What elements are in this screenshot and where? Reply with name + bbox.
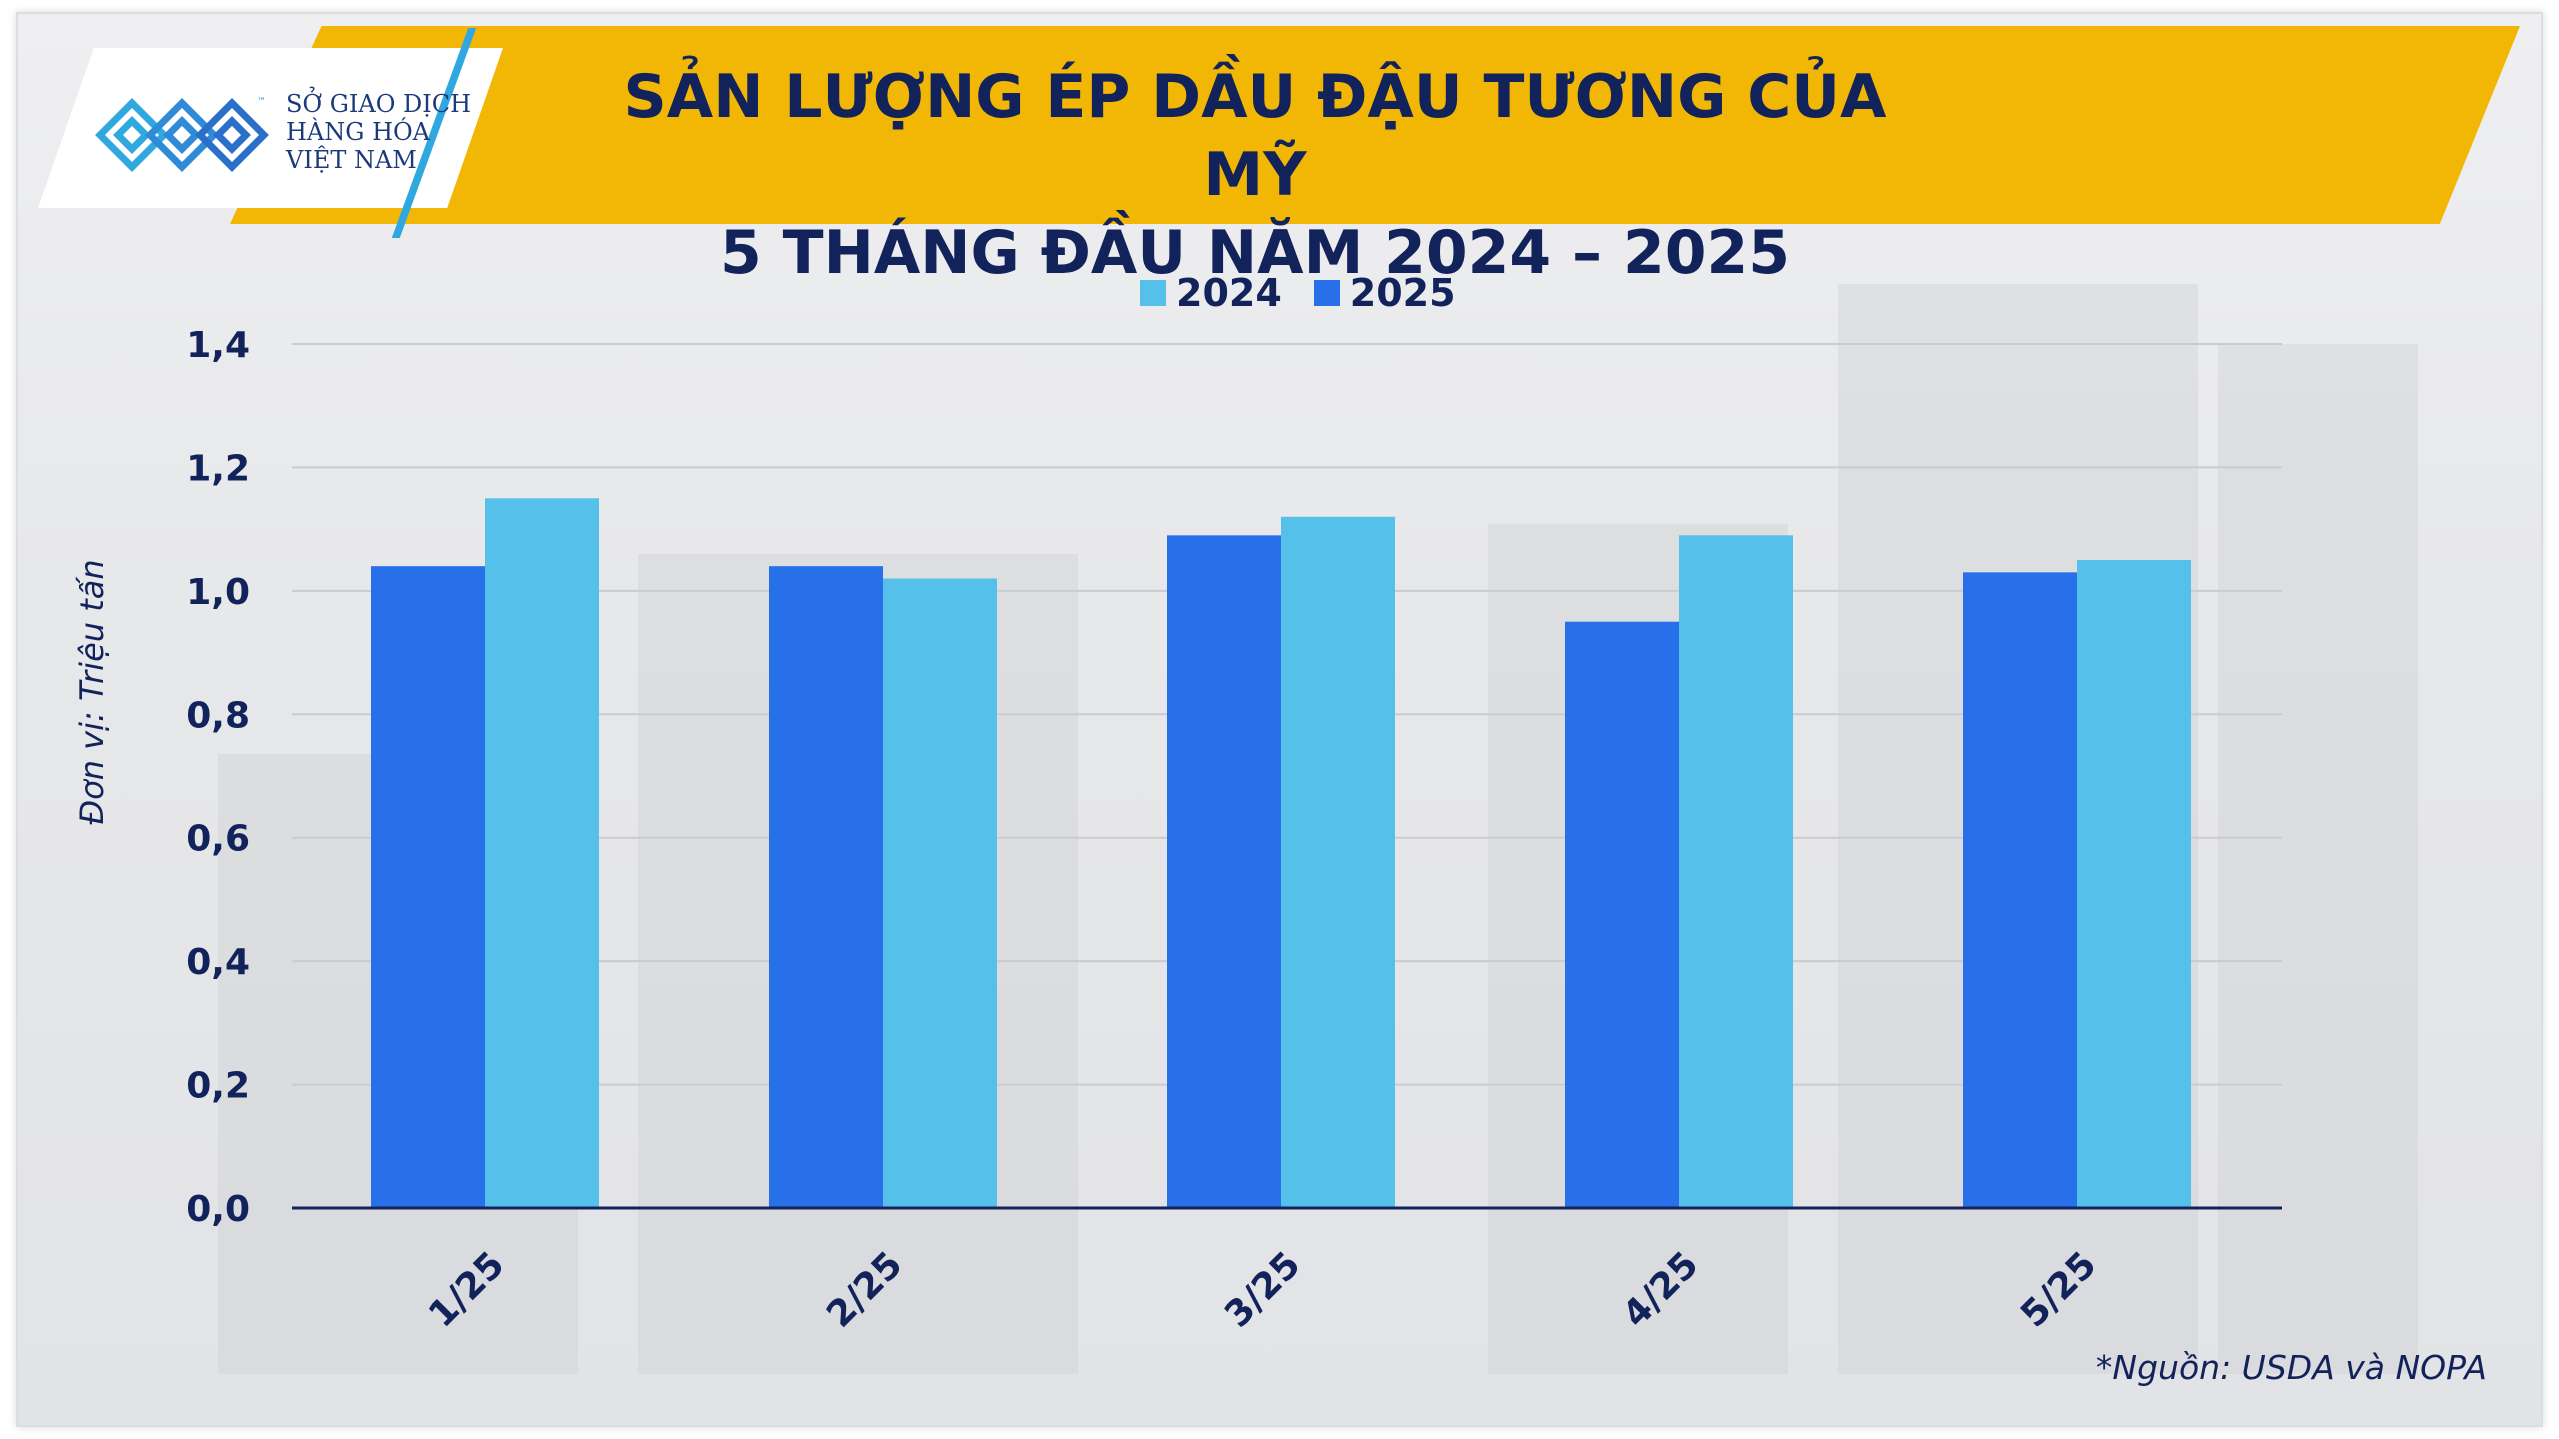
title-banner <box>230 26 2520 224</box>
bar-2025-2-25 <box>769 566 883 1208</box>
legend-item-2025: 2025 <box>1313 271 1456 315</box>
title-line-2: 5 THÁNG ĐẦU NĂM 2024 – 2025 <box>720 218 1790 288</box>
bar-2025-1-25 <box>371 566 485 1208</box>
y-tick-label: 0,0 <box>186 1189 250 1230</box>
bar-2024-1-25 <box>485 498 599 1208</box>
logo-text-line-1: SỞ GIAO DỊCH <box>286 90 472 118</box>
title-line-1: SẢN LƯỢNG ÉP DẦU ĐẬU TƯƠNG CỦA MỸ <box>623 62 1887 210</box>
legend-swatch-2025 <box>1313 280 1340 306</box>
legend-item-2024: 2024 <box>1140 271 1282 315</box>
bar-2025-5-25 <box>1963 572 2077 1208</box>
logo-text-line-3: VIỆT NAM <box>286 146 417 174</box>
x-tick-label: 5/25 <box>2013 1244 2104 1335</box>
logo-text-line-2: HÀNG HÓA <box>286 118 430 146</box>
y-tick-label: 0,6 <box>186 819 250 860</box>
y-tick-label: 1,4 <box>186 325 250 366</box>
chart-title: SẢN LƯỢNG ÉP DẦU ĐẬU TƯƠNG CỦA MỸ 5 THÁN… <box>600 58 1910 292</box>
y-tick-label: 0,2 <box>186 1066 250 1107</box>
bar-2025-3-25 <box>1167 535 1281 1208</box>
legend-label-2025: 2025 <box>1349 271 1456 315</box>
logo-card <box>38 48 503 208</box>
bar-2025-4-25 <box>1565 621 1679 1208</box>
y-tick-label: 0,4 <box>186 942 250 983</box>
x-tick-label: 2/25 <box>819 1244 910 1335</box>
logo-icon <box>95 98 269 172</box>
y-tick-label: 1,2 <box>186 448 250 489</box>
x-tick-label: 4/25 <box>1615 1244 1706 1335</box>
legend-label-2024: 2024 <box>1176 271 1282 315</box>
bar-2024-3-25 <box>1281 516 1395 1208</box>
chart-legend: 2024 2025 <box>1140 268 1488 318</box>
y-tick-label: 0,8 <box>186 695 250 736</box>
bar-2024-5-25 <box>2077 560 2191 1208</box>
legend-swatch-2024 <box>1140 280 1166 306</box>
x-tick-label: 3/25 <box>1217 1244 1308 1335</box>
background-decoration <box>2218 344 2418 1374</box>
logo-trademark: ™ <box>257 97 266 107</box>
y-tick-label: 1,0 <box>186 572 250 613</box>
logo-text: SỞ GIAO DỊCH HÀNG HÓA VIỆT NAM <box>286 90 471 174</box>
bar-2024-2-25 <box>883 578 997 1208</box>
x-tick-label: 1/25 <box>421 1244 512 1335</box>
source-note: *Nguồn: USDA và NOPA <box>2095 1348 2487 1387</box>
bar-2024-4-25 <box>1679 535 1793 1208</box>
